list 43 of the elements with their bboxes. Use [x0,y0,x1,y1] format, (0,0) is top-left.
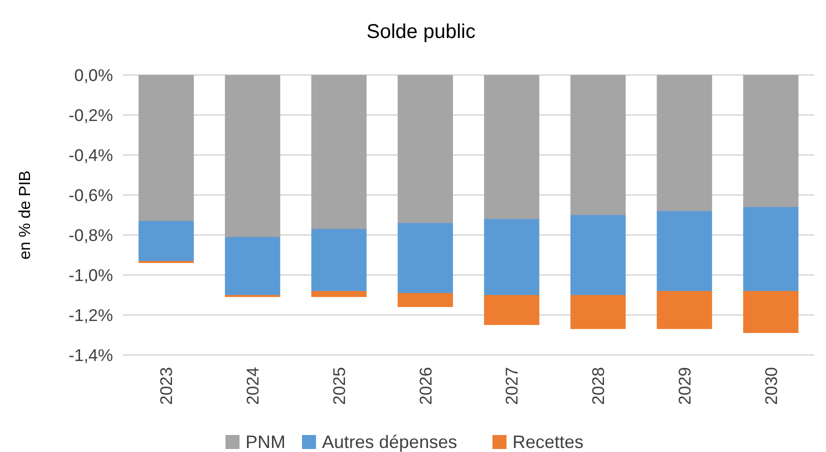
y-tick-label: 0,0% [74,66,113,85]
y-tick-label: -0,6% [68,186,113,205]
bar [224,75,280,237]
bar [484,75,540,219]
legend-label: Autres dépenses [322,432,458,452]
x-tick-label: 2028 [589,367,608,405]
bar [484,219,540,295]
bar [311,291,367,297]
x-tick-label: 2029 [675,367,694,405]
bar [138,75,194,221]
x-tick-label: 2024 [244,367,263,405]
y-tick-label: -0,4% [68,146,113,165]
bar [656,75,712,211]
bar [398,75,453,223]
legend-label: Recettes [512,432,584,452]
chart-title: Solde public [366,21,476,43]
bar [570,295,626,329]
y-tick-label: -1,4% [68,346,113,365]
bar [570,75,626,215]
y-tick-label: -1,0% [68,266,113,285]
bar [398,223,453,293]
bar [484,295,540,325]
bar [398,293,453,307]
x-tick-label: 2027 [502,367,522,405]
bar [656,291,712,329]
bar [311,75,367,229]
y-tick-label: -1,2% [68,306,113,325]
x-tick-label: 2030 [762,367,781,405]
bar [138,221,194,261]
bar [743,291,798,333]
x-tick-label: 2023 [157,367,176,405]
legend-label: PNM [246,432,286,452]
y-axis-title: en % de PIB [17,170,34,260]
y-tick-label: -0,2% [68,106,113,125]
bar [224,237,280,295]
bar [656,211,712,291]
bar [743,207,798,291]
y-tick-label: -0,8% [68,226,113,245]
bar [743,75,798,207]
x-tick-label: 2025 [330,367,349,405]
bar [311,229,367,291]
bar [570,215,626,295]
x-tick-label: 2026 [416,367,436,405]
